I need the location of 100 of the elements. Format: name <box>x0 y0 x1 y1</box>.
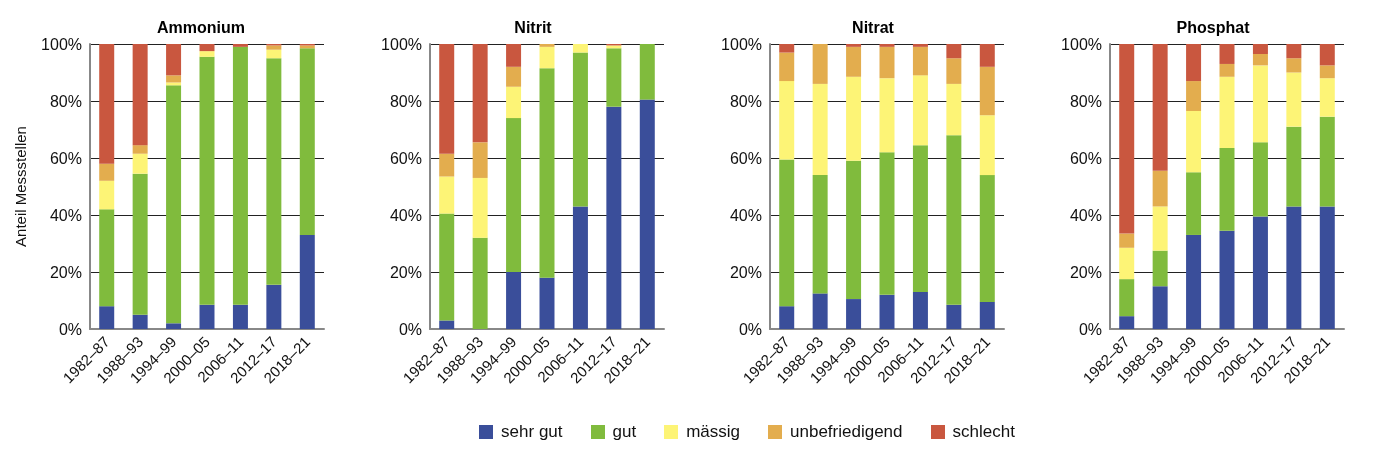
y-tick-label: 80% <box>729 92 762 110</box>
y-tick-label: 20% <box>729 263 762 281</box>
y-tick-label: 0% <box>398 320 422 338</box>
bar <box>1319 116 1335 207</box>
bar <box>846 44 862 47</box>
bar <box>99 209 115 307</box>
bar <box>1119 233 1135 248</box>
bar <box>1219 63 1235 77</box>
bar <box>99 44 115 164</box>
bar <box>1319 78 1335 117</box>
bar <box>199 56 215 305</box>
bar <box>199 304 215 329</box>
bar <box>1252 216 1268 329</box>
bar <box>779 159 795 307</box>
bar <box>1119 316 1135 329</box>
y-tick-label: 20% <box>389 263 422 281</box>
bar <box>1252 53 1268 66</box>
bar <box>879 44 895 47</box>
bar <box>199 51 215 57</box>
bar <box>879 46 895 79</box>
bar <box>779 44 795 53</box>
bar <box>266 58 282 285</box>
bar <box>439 320 455 329</box>
bar <box>132 173 148 315</box>
chart-title: Nitrit <box>514 18 553 36</box>
bar <box>979 66 995 116</box>
y-tick-label: 60% <box>49 149 82 167</box>
bar <box>1286 72 1302 127</box>
bar <box>1286 58 1302 73</box>
bar <box>166 82 182 86</box>
bar <box>132 314 148 329</box>
bar <box>912 145 928 292</box>
bar <box>639 99 655 329</box>
legend-label: unbefriedigend <box>790 422 903 442</box>
y-tick-label: 100% <box>721 35 762 53</box>
y-tick-label: 40% <box>49 206 82 224</box>
bar <box>439 213 455 321</box>
bar <box>166 75 182 83</box>
bar <box>572 44 588 53</box>
bar <box>1219 76 1235 149</box>
bar <box>1152 206 1168 251</box>
bar <box>1319 65 1335 79</box>
bar <box>99 163 115 181</box>
bar <box>266 45 282 50</box>
legend-label: gut <box>612 422 637 442</box>
bar <box>199 44 215 52</box>
bar <box>979 115 995 176</box>
bar <box>1252 44 1268 54</box>
bar <box>166 323 182 329</box>
bar <box>506 86 522 119</box>
chart-title: Phosphat <box>1176 18 1251 36</box>
bar <box>946 58 962 84</box>
bar <box>812 175 828 294</box>
bar <box>99 180 115 210</box>
bar <box>1186 44 1202 82</box>
bar <box>539 44 555 47</box>
bar <box>506 66 522 87</box>
bar <box>506 118 522 272</box>
y-tick-label: 60% <box>389 149 422 167</box>
bar <box>1186 110 1202 173</box>
y-tick-label: 40% <box>729 206 762 224</box>
bar <box>506 44 522 67</box>
bar <box>1186 81 1202 111</box>
bar <box>1119 247 1135 280</box>
bar <box>912 291 928 329</box>
bar <box>1286 126 1302 207</box>
bar <box>1252 142 1268 217</box>
bar <box>506 272 522 329</box>
bar <box>439 153 455 177</box>
bar <box>779 306 795 329</box>
bar <box>812 293 828 329</box>
bar <box>1219 44 1235 64</box>
bar <box>439 176 455 214</box>
legend-label: sehr gut <box>501 422 563 442</box>
bar <box>472 142 488 178</box>
y-tick-label: 0% <box>738 320 762 338</box>
bar <box>1319 44 1335 66</box>
bar <box>979 301 995 329</box>
bar <box>606 48 622 107</box>
bar <box>1219 230 1235 329</box>
bar <box>1252 65 1268 143</box>
bar <box>439 44 455 154</box>
y-tick-label: 100% <box>381 35 422 53</box>
y-tick-label: 100% <box>41 35 82 53</box>
bar <box>539 277 555 329</box>
bar <box>266 284 282 329</box>
bar <box>539 68 555 278</box>
bar <box>846 299 862 329</box>
bar <box>846 76 862 161</box>
chart-title: Ammonium <box>157 18 245 36</box>
bar <box>232 46 248 305</box>
bar <box>639 44 655 100</box>
bar <box>299 234 315 329</box>
bar <box>1119 279 1135 317</box>
y-tick-label: 60% <box>729 149 762 167</box>
bar <box>1286 44 1302 59</box>
bar <box>1119 44 1135 234</box>
bar <box>879 294 895 329</box>
y-tick-label: 40% <box>1069 206 1102 224</box>
bar <box>1186 172 1202 235</box>
